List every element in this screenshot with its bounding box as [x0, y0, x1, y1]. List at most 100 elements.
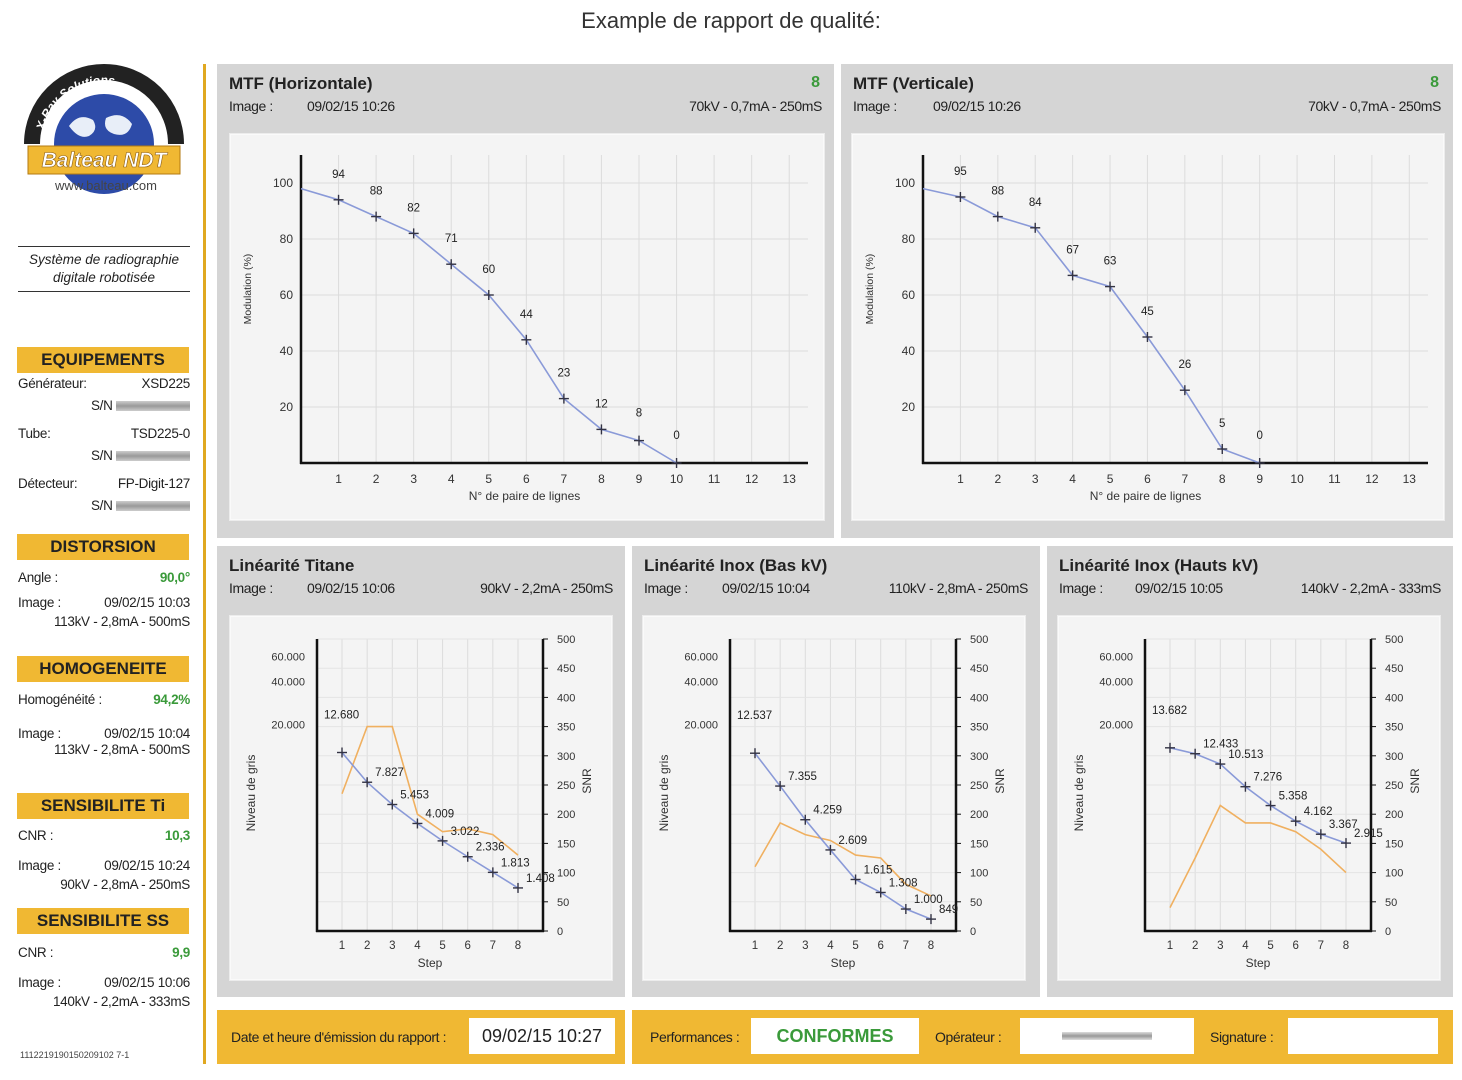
image-params: 70kV - 0,7mA - 250mS	[1308, 98, 1441, 114]
ti-image-params: 90kV - 2,8mA - 250mS	[60, 877, 190, 892]
y-tick-label: 40	[280, 344, 294, 358]
tube-sn: S/N	[91, 447, 190, 464]
section-sensibilite-ss: SENSIBILITE SS	[17, 908, 189, 934]
y2-tick-label: 450	[557, 663, 575, 675]
y2-tick-label: 500	[970, 634, 988, 646]
data-label: 2.609	[838, 835, 867, 847]
data-point	[1341, 838, 1351, 849]
data-label: 3.367	[1329, 819, 1358, 831]
image-params: 110kV - 2,8mA - 250mS	[888, 580, 1029, 596]
x-tick-label: 10	[670, 472, 684, 486]
y2-tick-label: 0	[970, 926, 976, 938]
data-label: 44	[520, 309, 533, 321]
image-params: 70kV - 0,7mA - 250mS	[689, 98, 822, 114]
report-code: 1112219190150209102 7-1	[20, 1050, 130, 1060]
linearity-plot-area: 20.000 40.000 60.000 0 50 100 150 200 250 300 350 4…	[1058, 616, 1440, 980]
x-tick-label: 2	[1192, 940, 1198, 952]
x-tick-label: 4	[414, 940, 421, 952]
data-label: 7.276	[1253, 772, 1282, 784]
image-date: 09/02/15 10:26	[307, 98, 395, 114]
data-point	[1165, 742, 1175, 753]
y-tick-label: 40.000	[684, 677, 718, 689]
panel-linearite-bas-kv: Linéarité Inox (Bas kV) Image : 09/02/15…	[632, 546, 1040, 997]
performances-value: CONFORMES	[751, 1018, 919, 1054]
panel-title: Linéarité Inox (Hauts kV)	[1059, 556, 1259, 575]
image-label: Image :	[1059, 580, 1103, 596]
cnr-ss-label: CNR :	[18, 945, 54, 960]
data-label: 8	[636, 408, 642, 420]
operateur-redacted	[1062, 1032, 1152, 1040]
data-point	[671, 458, 682, 468]
data-label: 67	[1066, 244, 1079, 256]
image-params: 90kV - 2,2mA - 250mS	[480, 580, 613, 596]
y-tick-label: 60.000	[1099, 652, 1133, 664]
distorsion-image-label: Image :	[18, 595, 61, 610]
signature-field	[1288, 1018, 1438, 1054]
y-axis-label: Modulation (%)	[242, 254, 254, 325]
cnr-ti-label: CNR :	[18, 828, 54, 843]
y2-axis-label: SNR	[993, 768, 1007, 794]
logo-company: Balteau NDT	[42, 149, 169, 172]
x-tick-label: 2	[777, 940, 783, 952]
data-point	[1142, 332, 1153, 342]
grey-level-series-line	[1169, 747, 1347, 844]
data-point	[875, 887, 886, 898]
y-axis-label: Niveau de gris	[657, 755, 671, 832]
sn-label: S/N	[90, 448, 113, 463]
x-tick-label: 9	[636, 472, 643, 486]
linearite-titane-chart: 20.000 40.000 60.000 0 50 100 150 200 250 300 350 4…	[244, 634, 594, 970]
panel-title: Linéarité Titane	[229, 556, 355, 575]
y2-axis-label: SNR	[1408, 768, 1422, 794]
data-label: 3.022	[451, 826, 480, 838]
y2-tick-label: 400	[1385, 692, 1403, 704]
data-label: 12.680	[324, 710, 359, 722]
data-point	[513, 882, 523, 893]
data-label: 1.813	[501, 857, 530, 869]
ti-image-label: Image :	[18, 858, 61, 873]
homogeneite-image-label: Image :	[18, 726, 61, 741]
x-tick-label: 1	[335, 472, 342, 486]
detecteur-label: Détecteur:	[18, 476, 78, 491]
y-tick-label: 60	[280, 288, 294, 302]
y-tick-label: 100	[895, 176, 915, 190]
data-point	[1067, 270, 1078, 281]
y2-tick-label: 0	[1385, 926, 1391, 938]
grey-level-series-line	[341, 751, 519, 889]
footer-date-bar: Date et heure d'émission du rapport : 09…	[217, 1010, 625, 1064]
y2-tick-label: 200	[970, 809, 988, 821]
left-sidebar: X-Ray Solutions Balteau NDT www.balteau.…	[14, 64, 194, 1074]
data-point	[437, 835, 448, 846]
homogeneite-label: Homogénéité :	[18, 692, 102, 707]
data-label: 12.537	[737, 710, 772, 722]
generateur-value: XSD225	[141, 376, 191, 391]
x-tick-label: 10	[1290, 472, 1304, 486]
homogeneite-image-date: 09/02/15 10:04	[104, 726, 190, 741]
y2-tick-label: 200	[557, 809, 575, 821]
y2-tick-label: 100	[1385, 868, 1403, 880]
mtf-series-line	[922, 187, 1260, 464]
section-equipements: EQUIPEMENTS	[17, 347, 189, 373]
y2-tick-label: 450	[1385, 663, 1403, 675]
x-tick-label: 5	[1267, 940, 1273, 952]
x-tick-label: 1	[752, 940, 758, 952]
data-point	[362, 777, 373, 788]
x-tick-label: 8	[1219, 472, 1226, 486]
data-point	[1215, 759, 1226, 770]
x-tick-label: 4	[827, 940, 834, 952]
data-point	[487, 867, 498, 878]
x-tick-label: 11	[708, 472, 721, 486]
mtf-score: 8	[811, 74, 820, 91]
data-point	[446, 259, 457, 270]
sn-redacted	[116, 451, 190, 462]
data-point	[775, 781, 786, 792]
y2-tick-label: 450	[970, 663, 988, 675]
data-label: 5.358	[1279, 791, 1308, 803]
signature-label: Signature :	[1210, 1029, 1274, 1045]
data-label: 13.682	[1152, 705, 1187, 717]
distorsion-image-date: 09/02/15 10:03	[104, 595, 190, 610]
x-tick-label: 8	[515, 940, 521, 952]
panel-mtf-vertical: MTF (Verticale) 8 Image : 09/02/15 10:26…	[841, 64, 1453, 538]
y-tick-label: 60	[902, 288, 916, 302]
balteau-logo: X-Ray Solutions Balteau NDT www.balteau.…	[14, 64, 194, 204]
mtf-plot-area: 20 40 60 80 100 1 2 3 4 5 6 7 8 9 10 11 12 13 N° de paire …	[230, 134, 824, 520]
